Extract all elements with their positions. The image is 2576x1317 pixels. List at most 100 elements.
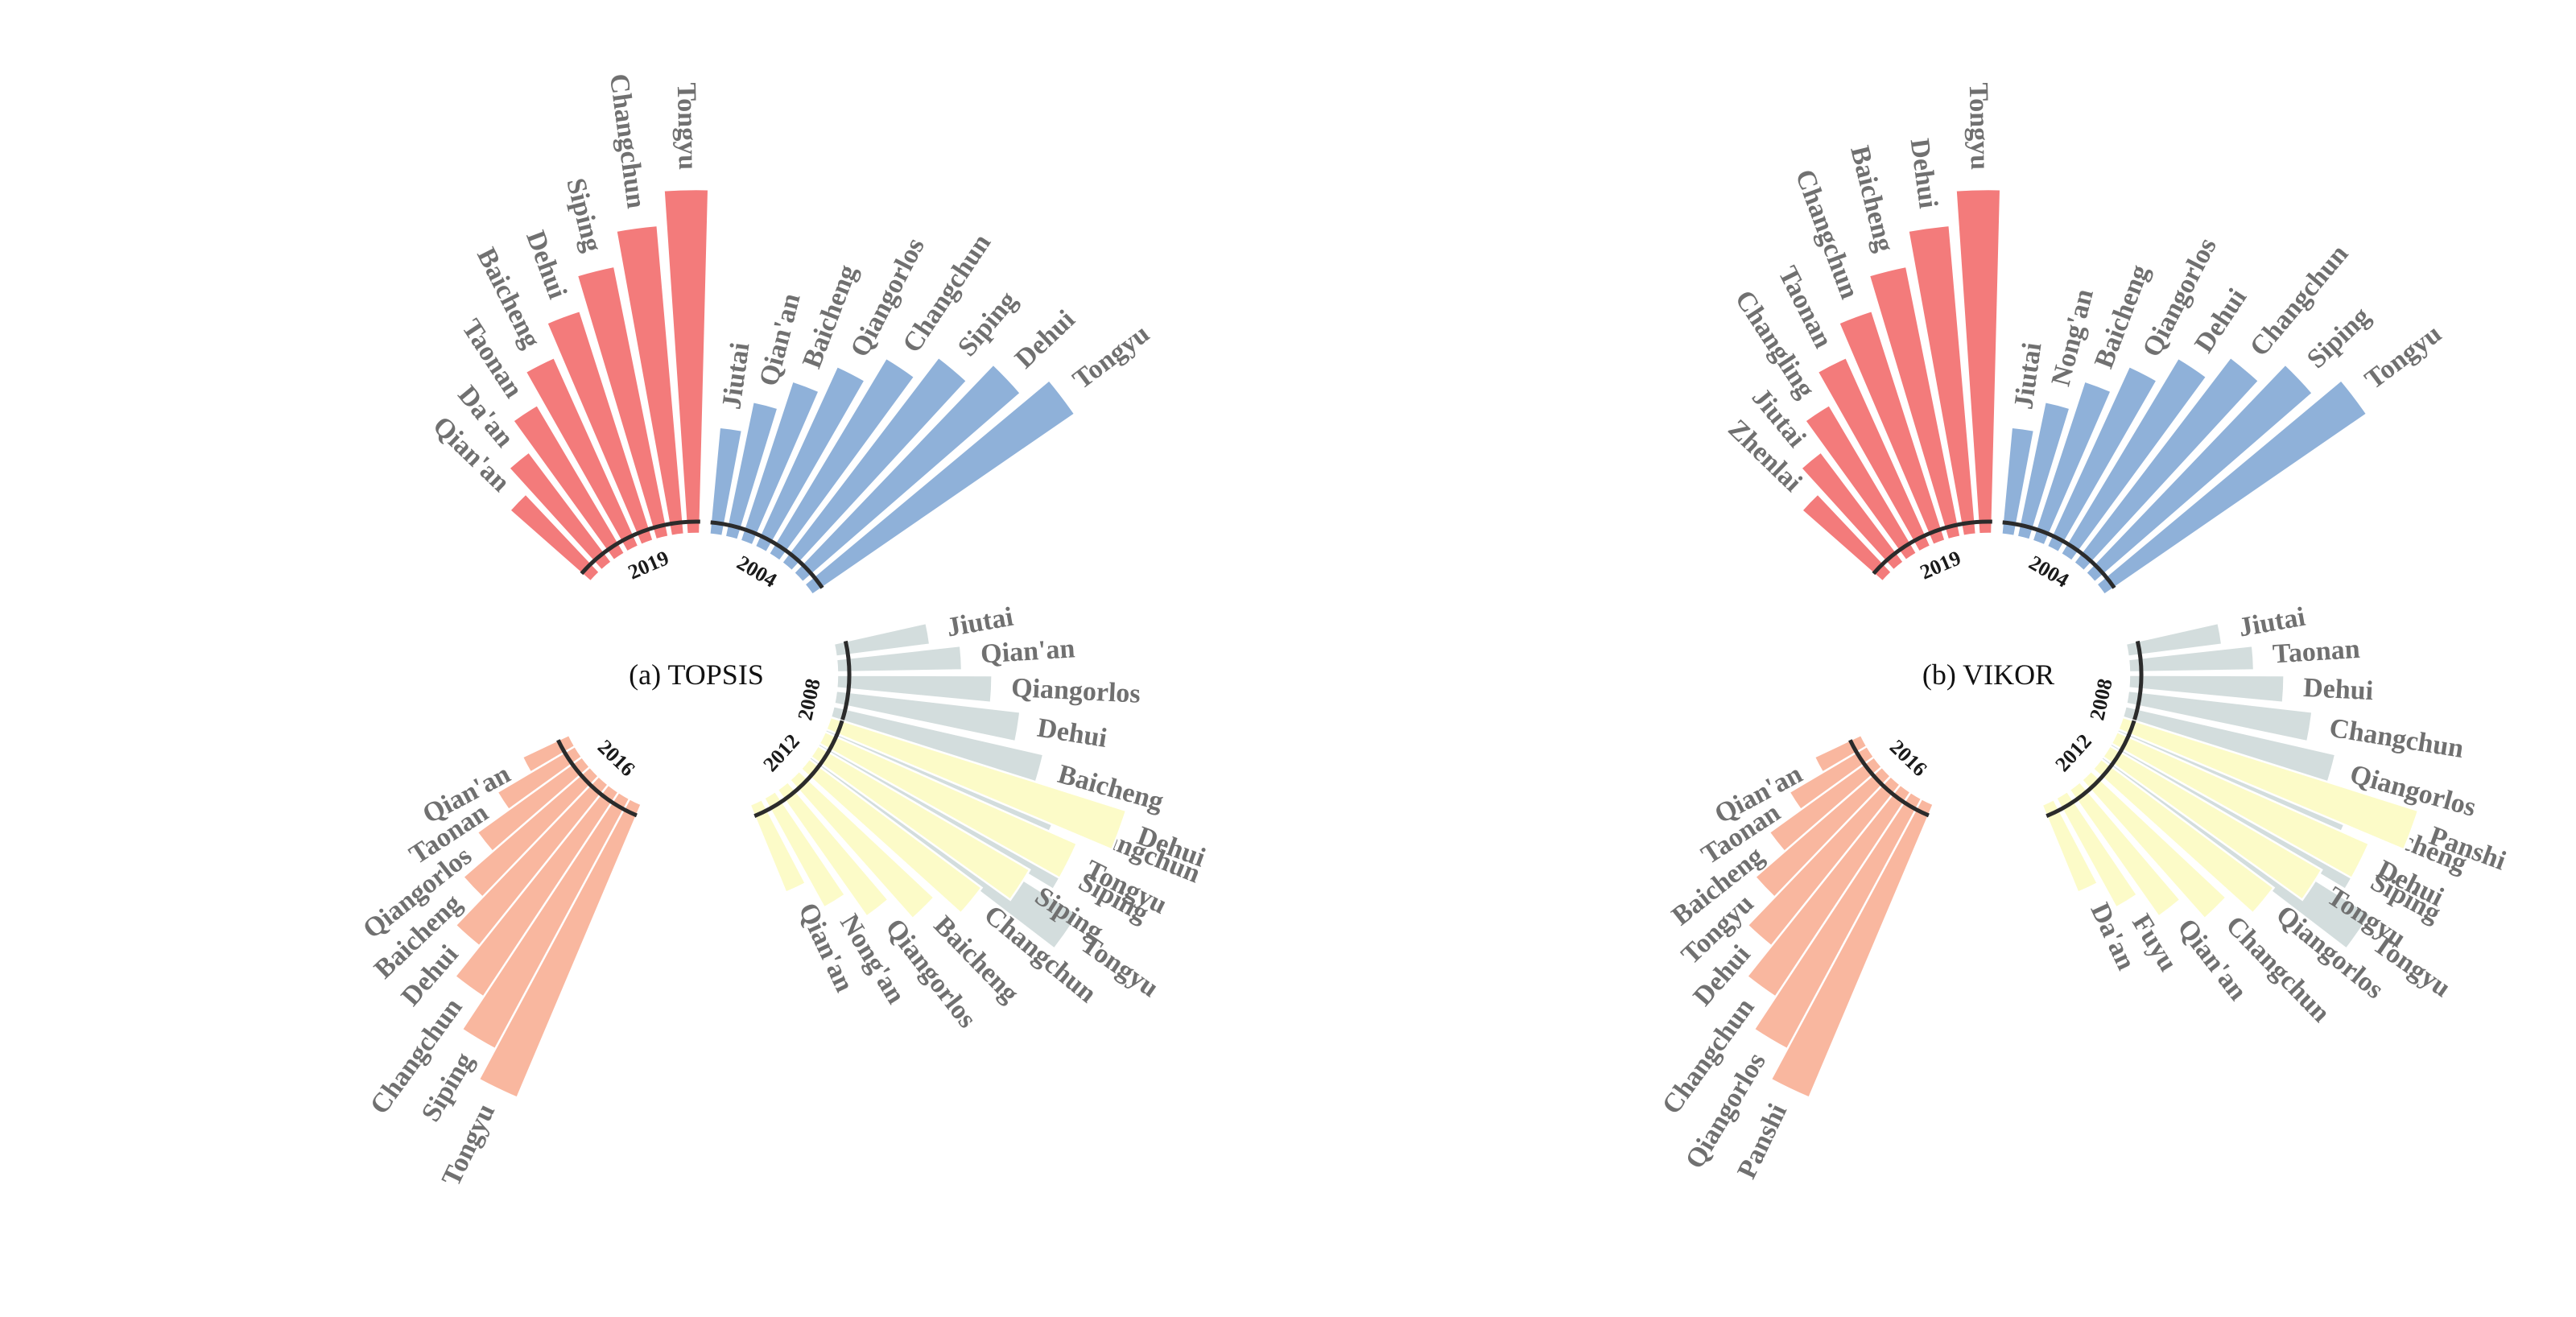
topsis-arc-2019	[580, 519, 700, 576]
vikor-bar-2004-tongyu	[2095, 378, 2368, 597]
vikor-label-2004-baicheng: Baicheng	[2089, 261, 2155, 373]
topsis-bar-2012-baicheng	[788, 769, 936, 920]
topsis-bar-2008-qiangorlos	[835, 674, 993, 704]
topsis-bar-2004-qian-an	[724, 400, 780, 542]
vikor-bar-2012-da-an	[2040, 798, 2099, 894]
topsis-bar-2012-tongyu	[817, 730, 1079, 880]
topsis-label-2004-tongyu: Tongyu	[1067, 319, 1155, 395]
vikor-year-2019: 2019	[1917, 546, 1964, 584]
topsis-bar-2016-siping	[460, 791, 632, 1051]
topsis-label-2008-jiutai: Jiutai	[944, 602, 1015, 643]
topsis-title: (a) TOPSIS	[629, 658, 764, 691]
topsis-bar-2004-baicheng	[738, 379, 821, 547]
vikor-title: (b) VIKOR	[1922, 658, 2054, 691]
vikor-bar-2016-panshi	[1769, 797, 1935, 1100]
vikor-bar-2004-jiutai	[2000, 426, 2036, 538]
vikor-group-2019: ZhenlaiJiutaiChanglingTaonanChangchunBai…	[1722, 82, 2002, 584]
vikor-label-2019-tongyu: Tongyu	[1963, 82, 1995, 170]
topsis-group-2016: Qian'anTaonanQiangorlosBaichengDehuiChan…	[357, 733, 643, 1191]
vikor-bar-2016-changchun	[1745, 782, 1913, 999]
vikor-panel: (b) VIKOR JiutaiNong'anBaichengQiangorlos…	[1657, 82, 2510, 1183]
topsis-year-2019: 2019	[625, 546, 672, 584]
topsis-bar-2016-changchun	[453, 782, 621, 999]
topsis-bar-2004-tongyu	[803, 378, 1076, 597]
vikor-label-2004-jiutai: Jiutai	[2008, 341, 2047, 411]
topsis-arc-2016	[556, 739, 638, 818]
topsis-bar-2019-dehui	[545, 309, 655, 547]
topsis-bar-2004-qiangorlos	[753, 365, 867, 554]
topsis-bar-2004-changchun	[767, 357, 916, 563]
topsis-year-2012: 2012	[758, 729, 804, 776]
vikor-bar-2008-jiutai	[2124, 621, 2223, 658]
topsis-bar-2012-qian-an	[748, 798, 807, 894]
vikor-bar-2016-dehui	[1746, 774, 1902, 948]
vikor-bar-2016-tongyu	[1753, 765, 1893, 899]
topsis-bar-2016-baicheng	[461, 765, 601, 899]
vikor-bar-2004-qiangorlos	[2046, 365, 2159, 554]
vikor-bar-2016-qiangorlos	[1752, 791, 1924, 1051]
vikor-label-2008-jiutai: Jiutai	[2236, 602, 2307, 643]
vikor-label-2019-baicheng: Baicheng	[1844, 142, 1899, 254]
vikor-arc-2004	[2002, 520, 2116, 589]
vikor-bar-2012-fuyu	[2054, 790, 2139, 910]
vikor-group-2016: Qian'anTaonanBaichengTongyuDehuiChangchu…	[1657, 733, 1935, 1183]
topsis-year-2016: 2016	[593, 735, 640, 781]
vikor-bar-2004-nong-an	[2016, 400, 2072, 542]
vikor-label-2008-changchun: Changchun	[2327, 713, 2466, 764]
topsis-bar-2008-jiutai	[832, 621, 931, 658]
topsis-bar-2012-nong-an	[762, 790, 847, 910]
vikor-label-2012-da-an: Da'an	[2084, 898, 2140, 974]
vikor-bar-2004-siping	[2084, 362, 2314, 584]
vikor-arc-2016	[1848, 739, 1930, 818]
vikor-bar-2016-taonan	[1787, 745, 1876, 812]
vikor-arc-2019	[1872, 519, 1992, 576]
vikor-label-2004-nong-an: Nong'an	[2046, 286, 2099, 389]
vikor-label-2008-taonan: Taonan	[2272, 634, 2361, 670]
topsis-panel: (a) TOPSISJiutaiQian'anBaichengQiangorlo…	[357, 72, 1209, 1191]
vikor-bar-2012-changchun	[2080, 769, 2228, 920]
vikor-bar-2019-tongyu	[1955, 188, 2002, 535]
topsis-bar-2016-taonan	[495, 745, 584, 812]
topsis-label-2019-tongyu: Tongyu	[671, 82, 703, 170]
vikor-label-2008-dehui: Dehui	[2302, 673, 2374, 706]
topsis-bar-2019-qian-an	[508, 492, 601, 584]
vikor-bar-2019-baicheng	[1868, 265, 1963, 541]
vikor-bar-2012-tongyu	[2101, 744, 2323, 902]
topsis-label-2004-jiutai: Jiutai	[716, 341, 755, 411]
vikor-label-2019-dehui: Dehui	[1905, 137, 1943, 210]
vikor-year-2012: 2012	[2050, 729, 2096, 776]
vikor-bar-2008-taonan	[2127, 644, 2256, 674]
topsis-bar-2016-dehui	[454, 774, 610, 948]
topsis-bar-2019-siping	[576, 265, 671, 541]
topsis-label-2019-changchun: Changchun	[604, 72, 651, 210]
vikor-label-2004-siping: Siping	[2301, 301, 2376, 374]
vikor-label-2004-dehui: Dehui	[2189, 283, 2252, 358]
vikor-bar-2019-jiutai	[1799, 450, 1905, 572]
vikor-bar-2012-qiangorlos	[2091, 757, 2276, 915]
vikor-bar-2012-panshi	[2116, 716, 2420, 852]
vikor-bar-2019-changchun	[1837, 309, 1947, 547]
topsis-bar-2019-taonan	[511, 403, 626, 562]
topsis-bar-2019-baicheng	[523, 356, 641, 554]
topsis-arc-2012	[753, 720, 844, 819]
vikor-label-2012-fuyu: Fuyu	[2126, 909, 2183, 976]
topsis-bar-2008-qian-an	[835, 644, 964, 674]
vikor-bar-2012-qian-an	[2068, 780, 2182, 919]
topsis-bar-2004-siping	[780, 355, 968, 573]
vikor-bar-2019-zhenlai	[1800, 492, 1893, 584]
vikor-group-2004: JiutaiNong'anBaichengQiangorlosDehuiChan…	[2000, 233, 2447, 597]
topsis-bar-2019-da-an	[507, 450, 613, 572]
topsis-bar-2012-siping	[809, 744, 1031, 902]
topsis-label-2004-dehui: Dehui	[1009, 304, 1080, 374]
topsis-bar-2008-dehui	[832, 689, 1022, 743]
topsis-label-2004-qian-an: Qian'an	[754, 291, 807, 390]
topsis-label-2004-baicheng: Baicheng	[797, 261, 863, 373]
vikor-year-2008: 2008	[2085, 676, 2116, 722]
vikor-bar-2008-changchun	[2124, 689, 2314, 743]
topsis-label-2008-qiangorlos: Qiangorlos	[1010, 673, 1141, 709]
vikor-bar-2004-dehui	[2059, 357, 2208, 563]
topsis-bar-2019-changchun	[614, 224, 686, 538]
vikor-bar-2016-baicheng	[1767, 755, 1884, 854]
vikor-bar-2012-dehui	[2109, 730, 2371, 880]
